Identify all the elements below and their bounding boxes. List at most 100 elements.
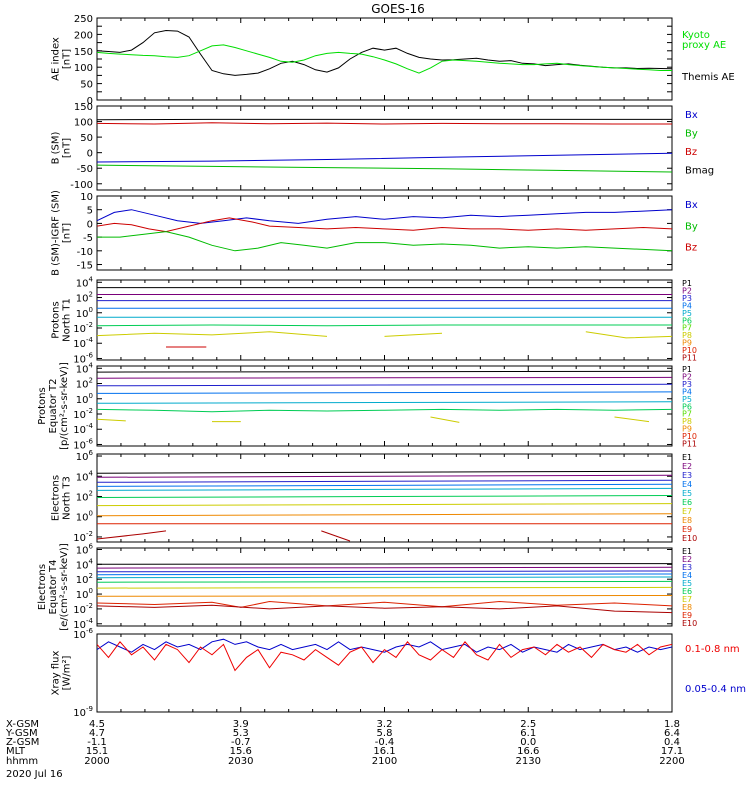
series-line: [97, 641, 672, 672]
legend-entry: E6: [682, 498, 692, 507]
legend-entry: P2: [682, 372, 692, 381]
legend-entry: E8: [682, 516, 692, 525]
legend-entry: E1: [682, 547, 692, 556]
y-axis-label: Xray flux: [51, 651, 62, 696]
legend-entry: E10: [682, 534, 697, 543]
series-line: [97, 383, 672, 387]
legend-entry: P7: [682, 410, 692, 419]
y-tick-label: -50: [77, 164, 93, 175]
legend-entry: E4: [682, 480, 692, 489]
legend-entry: P6: [682, 316, 692, 325]
series-line: [97, 470, 672, 474]
legend-entry: P11: [682, 440, 697, 449]
y-axis-label: Equator T4: [48, 560, 59, 615]
y-tick-label: 0: [87, 149, 93, 160]
orbit-value: 0.0: [520, 737, 536, 748]
series-line: [97, 331, 328, 337]
orbit-value: 5.3: [233, 728, 249, 739]
legend-entry: E2: [682, 462, 692, 471]
y-axis-label: Protons: [51, 301, 62, 338]
y-tick-label: 10: [80, 192, 93, 203]
legend-entry: 0.1-0.8 nm: [685, 644, 740, 655]
orbit-row-label: Z-GSM: [6, 737, 39, 748]
y-axis-label: AE index: [51, 37, 62, 81]
legend-entry: E3: [682, 563, 692, 572]
legend-entry: Bx: [685, 200, 698, 211]
legend-entry: By: [685, 129, 698, 140]
series-line: [321, 530, 351, 542]
y-tick-label: 50: [80, 80, 93, 91]
y-tick-label: 200: [74, 30, 93, 41]
orbit-table: X-GSM 4.5 3.9 3.2 2.5 1.8 Y-GSM 4.7 5.3 5.8 6.1 6.4…: [5, 719, 685, 767]
series-line: [97, 44, 672, 74]
legend-entry: P4: [682, 301, 692, 310]
legend-entry: P10: [682, 346, 697, 355]
y-tick-label: 100: [74, 63, 93, 74]
series-line: [97, 324, 672, 327]
legend-entry: Bmag: [685, 166, 714, 177]
orbit-value: 2200: [659, 756, 684, 767]
y-tick-label: -100: [70, 180, 93, 191]
legend-entry: E4: [682, 571, 692, 580]
legend-entry: P4: [682, 387, 692, 396]
series-line: [97, 530, 167, 540]
series-line: [430, 416, 460, 423]
series-line: [97, 479, 672, 483]
legend-entry: 0.05-0.4 nm: [685, 684, 746, 695]
series-line: [614, 416, 650, 423]
orbit-value: -0.4: [375, 737, 395, 748]
orbit-value: 1.8: [664, 719, 680, 730]
series-line: [97, 164, 672, 173]
y-tick-label: 50: [80, 133, 93, 144]
series-line: [97, 495, 672, 498]
y-tick-label: 5: [87, 206, 93, 217]
legend-entry: P5: [682, 309, 692, 318]
orbit-row-label: MLT: [6, 746, 26, 757]
panel-bsm: -100 -50 0 50 100 150 B (SM) [nT] Bx By Bz Bmag: [51, 102, 715, 191]
y-axis-label: Electrons: [51, 475, 62, 521]
orbit-value: 4.7: [89, 728, 105, 739]
legend-entry: By: [685, 221, 698, 232]
legend-entry: P3: [682, 294, 692, 303]
orbit-value: 16.6: [517, 746, 539, 757]
y-axis-label: [e/(cm²-s-sr-keV)]: [59, 543, 70, 631]
orbit-value: 16.1: [373, 746, 395, 757]
series-line: [97, 483, 672, 487]
series-line: [97, 418, 126, 422]
orbit-value: 2130: [516, 756, 541, 767]
series-line: [97, 586, 672, 589]
orbit-value: 5.8: [377, 728, 393, 739]
legend-entry: P9: [682, 339, 692, 348]
y-tick-label: 100: [74, 118, 93, 129]
series-line: [585, 331, 672, 339]
series-line: [384, 332, 443, 337]
legend-entry: E7: [682, 595, 692, 604]
orbit-value: 2100: [372, 756, 397, 767]
series-line: [97, 122, 672, 125]
legend-entry: P2: [682, 286, 692, 295]
legend-entry: P11: [682, 354, 697, 363]
series-line: [97, 209, 672, 224]
legend-entry: E3: [682, 471, 692, 480]
orbit-value: 6.4: [664, 728, 680, 739]
legend-entry: proxy AE: [682, 40, 726, 51]
series-line: [97, 231, 672, 252]
legend-entry: P6: [682, 402, 692, 411]
series-line: [97, 503, 672, 507]
legend-entry: Bx: [685, 110, 698, 121]
legend-entry: E7: [682, 507, 692, 516]
orbit-value: 2.5: [520, 719, 536, 730]
y-tick-label: 0: [87, 219, 93, 230]
legend-entry: P3: [682, 380, 692, 389]
legend-entry: E9: [682, 525, 692, 534]
orbit-row-label: hhmm: [6, 756, 38, 767]
y-axis-label: North T3: [62, 476, 73, 520]
legend-entry: E8: [682, 603, 692, 612]
series-line: [97, 570, 672, 573]
legend-entry: P1: [682, 365, 692, 374]
series-line: [97, 513, 672, 517]
y-axis-label: Electrons: [37, 564, 48, 610]
y-axis-label: [p/(cm²-s-sr-keV)]: [59, 362, 70, 450]
